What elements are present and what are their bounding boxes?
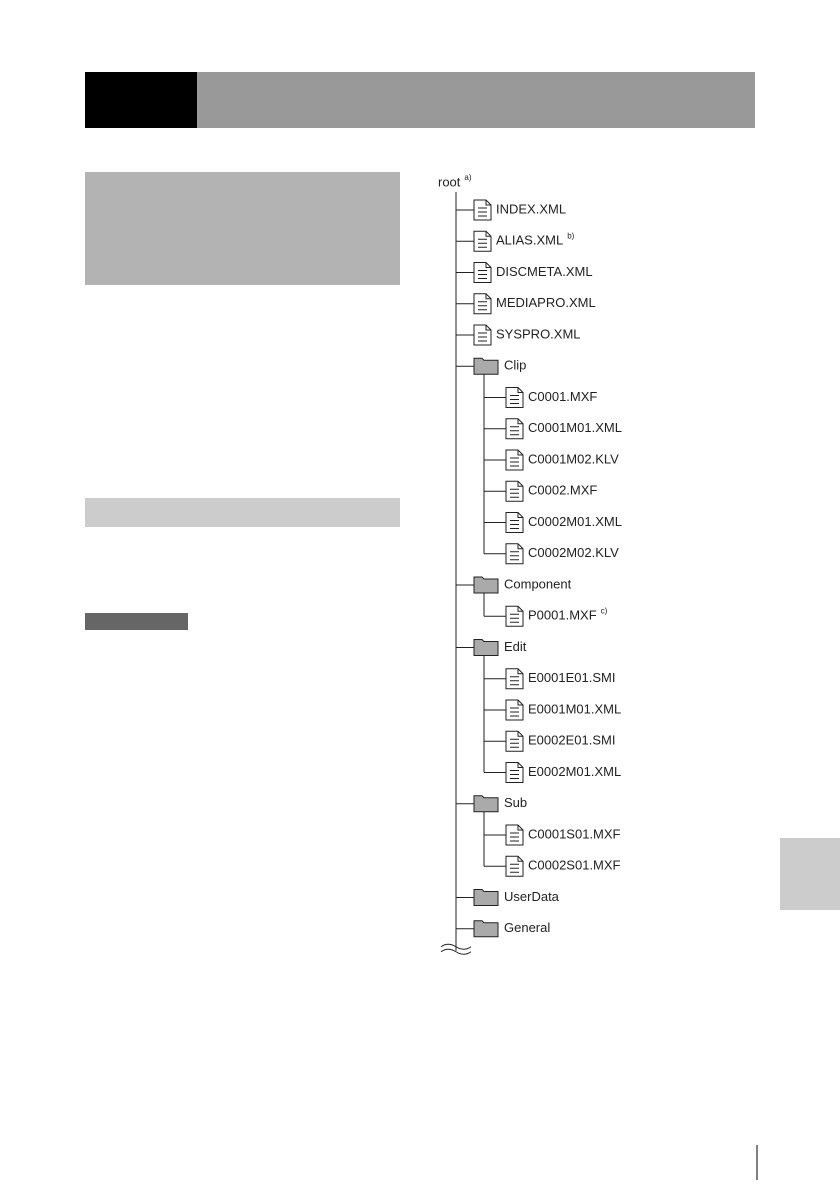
file-label: MEDIAPRO.XML <box>496 295 596 310</box>
file-icon <box>473 230 492 252</box>
folder-icon <box>473 920 499 938</box>
break-mark <box>440 948 472 955</box>
file-label: DISCMETA.XML <box>496 264 593 279</box>
file-label: C0001.MXF <box>528 389 597 404</box>
file-icon <box>505 668 524 690</box>
file-label: C0001M01.XML <box>528 420 622 435</box>
file-icon <box>505 730 524 752</box>
file-label: General <box>504 920 550 935</box>
file-label: ALIAS.XML <box>496 233 563 248</box>
folder-icon <box>473 576 499 594</box>
footnote-mark: c) <box>601 606 608 615</box>
subsection-bar <box>85 498 400 527</box>
file-icon <box>473 293 492 315</box>
footnote-mark: a) <box>464 173 471 182</box>
file-icon <box>505 512 524 533</box>
file-label: E0001M01.XML <box>528 701 621 716</box>
file-label: Clip <box>504 358 526 373</box>
file-icon <box>505 418 524 440</box>
break-mark <box>440 943 472 950</box>
folder-icon <box>473 889 499 906</box>
file-icon <box>505 449 524 471</box>
file-label: Component <box>504 576 572 591</box>
folder-icon <box>473 357 499 375</box>
file-label: C0001S01.MXF <box>528 826 621 841</box>
file-label: C0002.MXF <box>528 483 597 498</box>
header-block <box>85 72 197 128</box>
file-label: C0001M02.KLV <box>528 451 619 466</box>
footnote-mark: b) <box>567 231 574 240</box>
file-icon <box>505 762 524 783</box>
file-label: SYSPRO.XML <box>496 326 581 341</box>
file-label: INDEX.XML <box>496 201 566 216</box>
file-icon <box>473 199 492 221</box>
file-icon <box>505 824 524 846</box>
file-label: E0001E01.SMI <box>528 670 615 685</box>
file-label: C0002M02.KLV <box>528 545 619 560</box>
file-label: P0001.MXF <box>528 608 597 623</box>
file-icon <box>505 480 524 502</box>
file-label: C0002S01.MXF <box>528 858 621 873</box>
file-icon <box>505 699 524 721</box>
file-icon <box>505 605 524 627</box>
file-icon <box>473 262 492 283</box>
header-bar <box>197 72 755 128</box>
file-label: E0002M01.XML <box>528 764 621 779</box>
side-tab <box>780 838 840 910</box>
file-label: C0002M01.XML <box>528 514 622 529</box>
note-tag <box>85 613 188 630</box>
file-label: E0002E01.SMI <box>528 733 615 748</box>
folder-icon <box>473 639 499 656</box>
file-icon <box>473 324 492 346</box>
file-label: UserData <box>504 889 560 904</box>
root-label: root <box>438 174 461 189</box>
file-icon <box>505 543 524 565</box>
file-icon <box>505 387 524 408</box>
file-tree: root a) INDEX.XML ALIAS.XML b) DISCMETA.XML ME… <box>438 173 622 955</box>
folder-icon <box>473 795 499 813</box>
section-box <box>85 172 400 285</box>
file-icon <box>505 855 524 877</box>
file-label: Edit <box>504 639 527 654</box>
file-label: Sub <box>504 795 527 810</box>
